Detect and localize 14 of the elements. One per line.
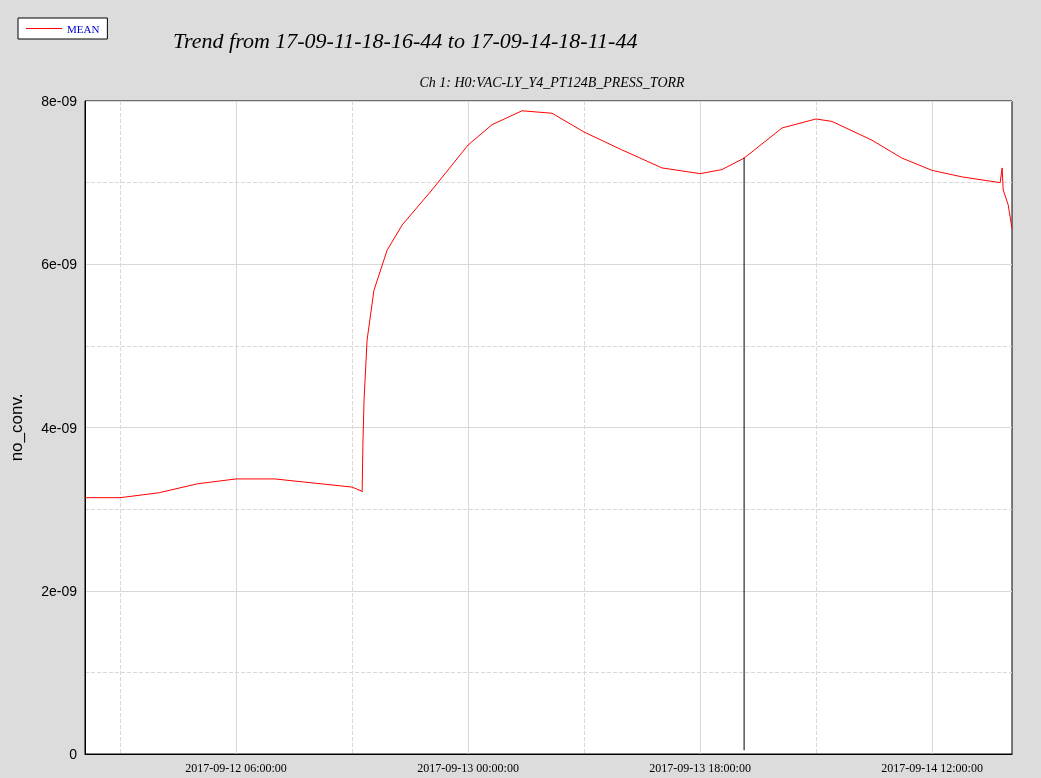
x-tick-label: 2017-09-13 18:00:00 xyxy=(649,761,751,775)
y-tick-label: 2e-09 xyxy=(41,582,78,599)
line-series xyxy=(84,110,1013,499)
y-tick-label: 8e-09 xyxy=(41,93,78,109)
x-tick-label: 2017-09-14 12:00:00 xyxy=(881,761,983,775)
x-tick-label: 2017-09-13 00:00:00 xyxy=(417,761,519,775)
x-tick-label: 2017-09-12 06:00:00 xyxy=(185,761,287,775)
chart-subtitle: Ch 1: H0:VAC-LY_Y4_PT124B_PRESS_TORR xyxy=(419,74,686,90)
y-axis-title: no_conv. xyxy=(7,393,26,462)
y-tick-label: 4e-09 xyxy=(41,419,78,436)
legend-label: MEAN xyxy=(67,22,100,35)
y-tick-label: 0 xyxy=(69,746,78,762)
chart-title: Trend from 17-09-11-18-16-44 to 17-09-14-18-11-44 xyxy=(173,27,638,53)
y-tick-label: 6e-09 xyxy=(41,256,78,273)
